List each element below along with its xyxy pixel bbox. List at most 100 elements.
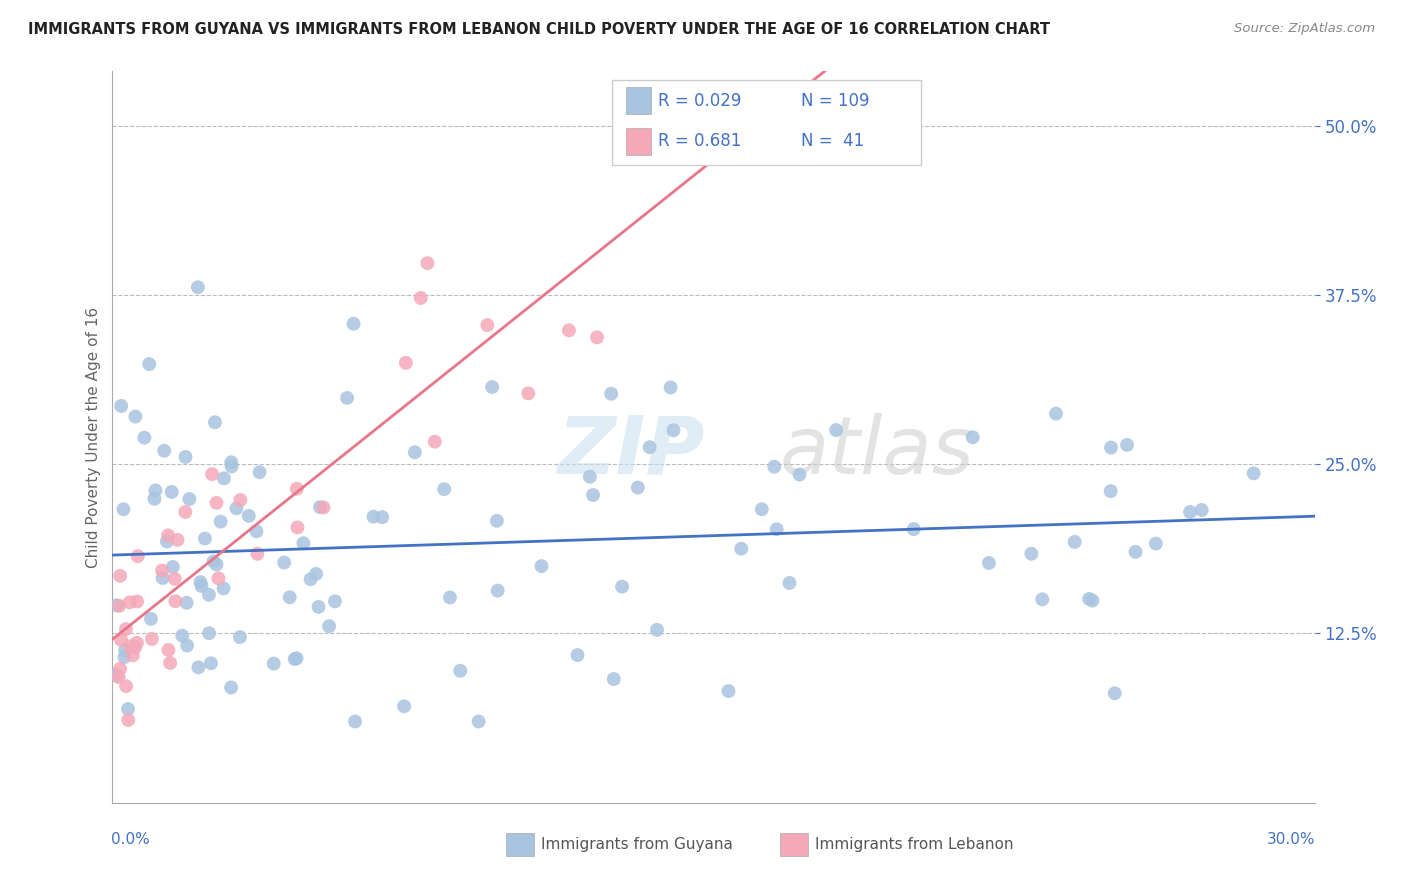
- Point: [198, 588, 221, 602]
- Point: [778, 576, 800, 591]
- Point: [117, 713, 139, 727]
- Point: [371, 510, 394, 524]
- Point: [789, 467, 811, 482]
- Point: [139, 612, 162, 626]
- Point: [205, 558, 228, 572]
- Point: [105, 668, 128, 682]
- Point: [198, 626, 221, 640]
- Point: [659, 380, 682, 394]
- Point: [205, 496, 228, 510]
- Point: [825, 423, 848, 437]
- Point: [245, 524, 267, 539]
- Text: Source: ZipAtlas.com: Source: ZipAtlas.com: [1234, 22, 1375, 36]
- Point: [160, 485, 183, 500]
- Point: [110, 632, 132, 647]
- Point: [190, 579, 212, 593]
- Point: [200, 657, 222, 671]
- Point: [278, 591, 301, 605]
- Text: 0.0%: 0.0%: [111, 832, 150, 847]
- Point: [603, 672, 626, 686]
- Point: [730, 541, 752, 556]
- Point: [207, 571, 229, 585]
- Point: [118, 595, 141, 609]
- Point: [117, 702, 139, 716]
- Point: [125, 636, 148, 650]
- Point: [127, 549, 149, 564]
- Point: [336, 391, 359, 405]
- Point: [392, 699, 415, 714]
- Point: [558, 323, 581, 337]
- Point: [187, 660, 209, 674]
- Point: [162, 560, 184, 574]
- Point: [115, 622, 138, 636]
- Point: [1021, 547, 1043, 561]
- Point: [219, 681, 242, 695]
- Point: [263, 657, 285, 671]
- Point: [221, 459, 243, 474]
- Point: [342, 317, 364, 331]
- Point: [145, 483, 167, 498]
- Point: [114, 650, 136, 665]
- Point: [582, 488, 605, 502]
- Point: [273, 556, 295, 570]
- Point: [201, 467, 224, 482]
- Point: [1078, 591, 1101, 606]
- Point: [627, 481, 650, 495]
- Point: [1099, 441, 1122, 455]
- Point: [176, 596, 198, 610]
- Point: [692, 104, 714, 119]
- Point: [229, 493, 252, 508]
- Text: atlas: atlas: [780, 413, 974, 491]
- Point: [763, 459, 786, 474]
- Point: [143, 491, 166, 506]
- Point: [190, 575, 212, 590]
- Point: [517, 386, 540, 401]
- Point: [157, 528, 180, 542]
- Point: [638, 440, 661, 454]
- Point: [1045, 407, 1067, 421]
- Point: [229, 630, 252, 644]
- Point: [765, 522, 787, 536]
- Point: [114, 643, 136, 657]
- Point: [138, 357, 160, 371]
- Point: [110, 399, 132, 413]
- Point: [1063, 535, 1085, 549]
- Point: [477, 318, 499, 332]
- Point: [115, 679, 138, 693]
- Point: [134, 431, 156, 445]
- Point: [172, 629, 194, 643]
- Text: R = 0.681: R = 0.681: [658, 133, 741, 151]
- Point: [159, 656, 181, 670]
- Point: [1191, 503, 1213, 517]
- Point: [1243, 467, 1265, 481]
- Point: [567, 648, 589, 662]
- Point: [344, 714, 367, 729]
- Point: [112, 502, 135, 516]
- Point: [292, 536, 315, 550]
- Point: [1144, 536, 1167, 550]
- Text: N =  41: N = 41: [801, 133, 865, 151]
- Point: [152, 571, 174, 585]
- Point: [363, 509, 385, 524]
- Point: [586, 330, 609, 344]
- Point: [1178, 505, 1201, 519]
- Point: [124, 640, 146, 655]
- Point: [1125, 545, 1147, 559]
- Point: [285, 482, 308, 496]
- Point: [433, 482, 456, 496]
- Point: [176, 639, 198, 653]
- Point: [318, 619, 340, 633]
- Point: [404, 445, 426, 459]
- Point: [579, 470, 602, 484]
- Point: [212, 471, 235, 485]
- Point: [225, 501, 247, 516]
- Point: [449, 664, 471, 678]
- Point: [194, 532, 217, 546]
- Point: [751, 502, 773, 516]
- Point: [219, 455, 242, 469]
- Point: [166, 533, 188, 547]
- Point: [530, 559, 553, 574]
- Point: [287, 520, 309, 534]
- Point: [124, 409, 146, 424]
- Point: [165, 594, 187, 608]
